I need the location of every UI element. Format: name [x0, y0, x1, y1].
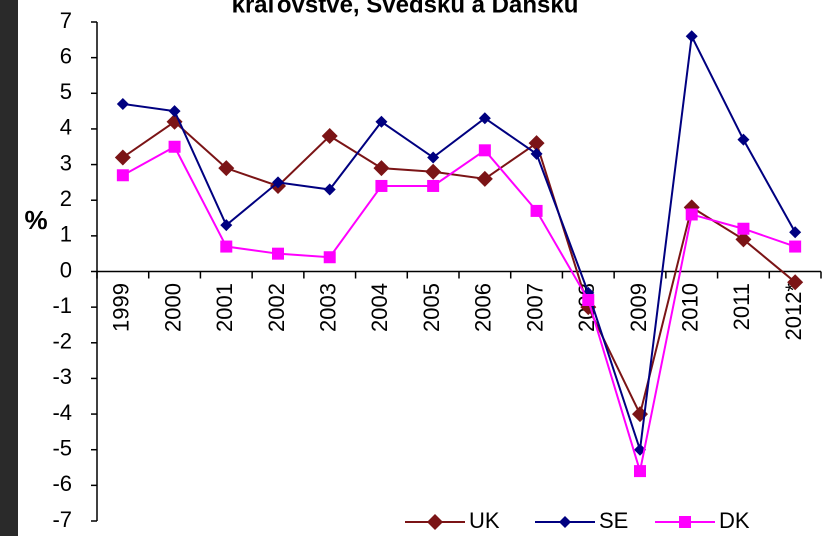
legend-marker — [427, 514, 443, 530]
x-tick-label: 2004 — [367, 283, 392, 332]
data-point — [427, 179, 440, 192]
legend-marker — [679, 516, 691, 528]
y-tick-label: 3 — [60, 150, 72, 175]
series-line — [122, 32, 797, 451]
data-point — [478, 112, 491, 125]
data-point — [425, 163, 442, 180]
data-point — [220, 240, 233, 253]
y-tick-label: 4 — [60, 115, 72, 140]
data-point — [114, 149, 131, 166]
data-point — [737, 133, 750, 146]
data-point — [582, 294, 595, 307]
x-tick-label: 2011 — [729, 283, 754, 330]
data-point — [735, 231, 752, 248]
data-point — [272, 176, 284, 189]
x-tick-label: 2003 — [316, 283, 341, 332]
series — [116, 140, 802, 478]
legend-label: DK — [719, 508, 750, 533]
data-point — [323, 183, 336, 196]
legend-label: SE — [599, 508, 628, 533]
y-tick-label: 2 — [60, 186, 72, 211]
data-point — [272, 247, 284, 260]
y-tick-label: 0 — [60, 257, 72, 282]
data-point — [478, 144, 491, 157]
y-tick-label: 1 — [60, 222, 72, 247]
y-tick-label: 7 — [60, 8, 72, 33]
data-point — [685, 30, 698, 43]
data-point — [789, 226, 802, 239]
y-tick-label: -5 — [52, 436, 72, 461]
data-point — [375, 115, 388, 128]
data-point — [220, 219, 233, 232]
x-tick-label: 2005 — [419, 283, 444, 332]
data-point — [323, 251, 336, 264]
data-point — [685, 208, 698, 221]
chart-title: kráľovstve, Švédsku a Dánsku — [232, 0, 579, 18]
data-point — [321, 128, 338, 145]
data-point — [528, 135, 545, 152]
x-tick-label: 2000 — [160, 283, 185, 332]
data-point — [116, 97, 129, 110]
y-tick-label: -3 — [52, 364, 72, 389]
x-tick-label: 2012* — [781, 283, 806, 341]
series-line — [122, 120, 796, 417]
data-point — [218, 160, 235, 177]
data-point — [530, 204, 543, 217]
data-point — [116, 169, 129, 182]
data-point — [168, 105, 181, 118]
data-point — [737, 222, 750, 235]
x-tick-label: 1999 — [109, 283, 134, 332]
x-tick-label: 2010 — [678, 283, 703, 332]
y-tick-label: -6 — [52, 471, 72, 496]
data-point — [427, 151, 440, 164]
y-tick-label: -2 — [52, 329, 72, 354]
x-tick-label: 2002 — [264, 283, 289, 332]
dark-strip — [0, 0, 18, 536]
x-tick-label: 2006 — [471, 283, 496, 332]
legend-marker — [559, 516, 571, 528]
data-point — [787, 274, 804, 291]
legend-label: UK — [469, 508, 500, 533]
y-tick-label: -1 — [52, 293, 72, 318]
y-tick-label: -4 — [52, 400, 72, 425]
data-point — [168, 140, 181, 153]
x-tick-label: 2001 — [212, 283, 237, 332]
data-point — [373, 160, 390, 177]
y-tick-label: 5 — [60, 79, 72, 104]
series-line — [122, 145, 796, 472]
series — [116, 30, 802, 456]
data-point — [634, 465, 646, 478]
data-point — [530, 147, 543, 160]
data-point — [375, 179, 388, 192]
y-tick-label: 6 — [60, 43, 72, 68]
x-tick-label: 2007 — [522, 283, 547, 332]
y-axis-label: % — [24, 205, 47, 235]
x-tick-label: 2009 — [626, 283, 651, 332]
y-tick-label: -7 — [52, 507, 72, 532]
data-point — [476, 170, 493, 187]
data-point — [789, 240, 802, 253]
